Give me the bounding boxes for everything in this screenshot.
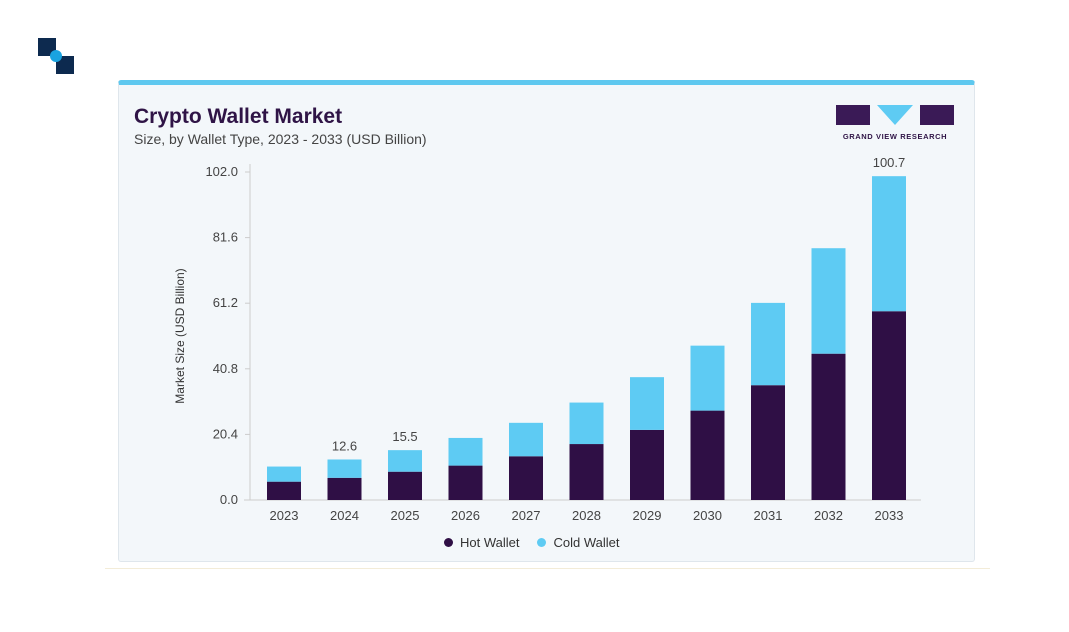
- bar-cold-2032: [811, 248, 846, 354]
- divider: [105, 568, 990, 569]
- legend: Hot Wallet Cold Wallet: [444, 535, 619, 550]
- x-tick-label: 2032: [814, 508, 843, 523]
- y-tick-label: 61.2: [213, 295, 238, 310]
- bar-cold-2027: [509, 422, 543, 457]
- x-tick-label: 2030: [693, 508, 722, 523]
- bar-hot-2025: [388, 471, 422, 500]
- y-tick-label: 81.6: [213, 230, 238, 245]
- y-tick-label: 102.0: [205, 164, 238, 179]
- x-tick-label: 2024: [330, 508, 359, 523]
- y-tick-label: 20.4: [213, 426, 238, 441]
- bar-cold-2033: [872, 176, 906, 312]
- chart-subtitle: Size, by Wallet Type, 2023 - 2033 (USD B…: [134, 131, 427, 147]
- x-tick-label: 2029: [633, 508, 662, 523]
- y-tick-label: 0.0: [220, 492, 238, 507]
- bar-cold-2031: [751, 302, 785, 386]
- x-tick-label: 2023: [270, 508, 299, 523]
- data-label-2024: 12.6: [332, 438, 357, 453]
- bar-cold-2028: [569, 402, 604, 445]
- legend-cold-wallet: Cold Wallet: [537, 535, 619, 550]
- bar-hot-2023: [267, 481, 301, 500]
- data-label-2033: 100.7: [873, 155, 906, 170]
- bar-hot-2029: [630, 429, 664, 500]
- bar-cold-2024: [327, 459, 362, 478]
- bar-hot-2027: [509, 456, 543, 500]
- bar-hot-2030: [690, 410, 725, 500]
- data-label-2025: 15.5: [392, 429, 417, 444]
- x-tick-label: 2033: [875, 508, 904, 523]
- x-tick-label: 2028: [572, 508, 601, 523]
- chart-title: Crypto Wallet Market: [134, 105, 343, 128]
- y-tick-label: 40.8: [213, 361, 238, 376]
- bar-cold-2029: [630, 377, 664, 430]
- bar-hot-2031: [751, 385, 785, 500]
- y-axis-label: Market Size (USD Billion): [173, 268, 187, 403]
- x-tick-label: 2031: [754, 508, 783, 523]
- logo-text: GRAND VIEW RESEARCH: [842, 132, 948, 141]
- grand-view-research-logo: GRAND VIEW RESEARCH: [836, 105, 954, 145]
- bar-cold-2025: [388, 450, 422, 472]
- bar-hot-2024: [327, 477, 362, 500]
- bar-cold-2026: [448, 437, 483, 466]
- x-tick-label: 2025: [391, 508, 420, 523]
- bar-hot-2028: [569, 444, 604, 500]
- bar-hot-2033: [872, 311, 906, 500]
- bar-cold-2030: [690, 345, 725, 411]
- x-tick-label: 2026: [451, 508, 480, 523]
- bar-hot-2032: [811, 353, 846, 500]
- bar-cold-2023: [267, 466, 301, 482]
- x-tick-label: 2027: [512, 508, 541, 523]
- chart-card: Crypto Wallet Market Size, by Wallet Typ…: [118, 80, 975, 562]
- legend-hot-wallet: Hot Wallet: [444, 535, 519, 550]
- stacked-bar-chart: 0.0 20.4 40.8 61.2 81.6 102.0 Market Size (USD…: [173, 155, 921, 523]
- brand-corner-icon: [38, 38, 74, 74]
- bar-hot-2026: [448, 465, 483, 500]
